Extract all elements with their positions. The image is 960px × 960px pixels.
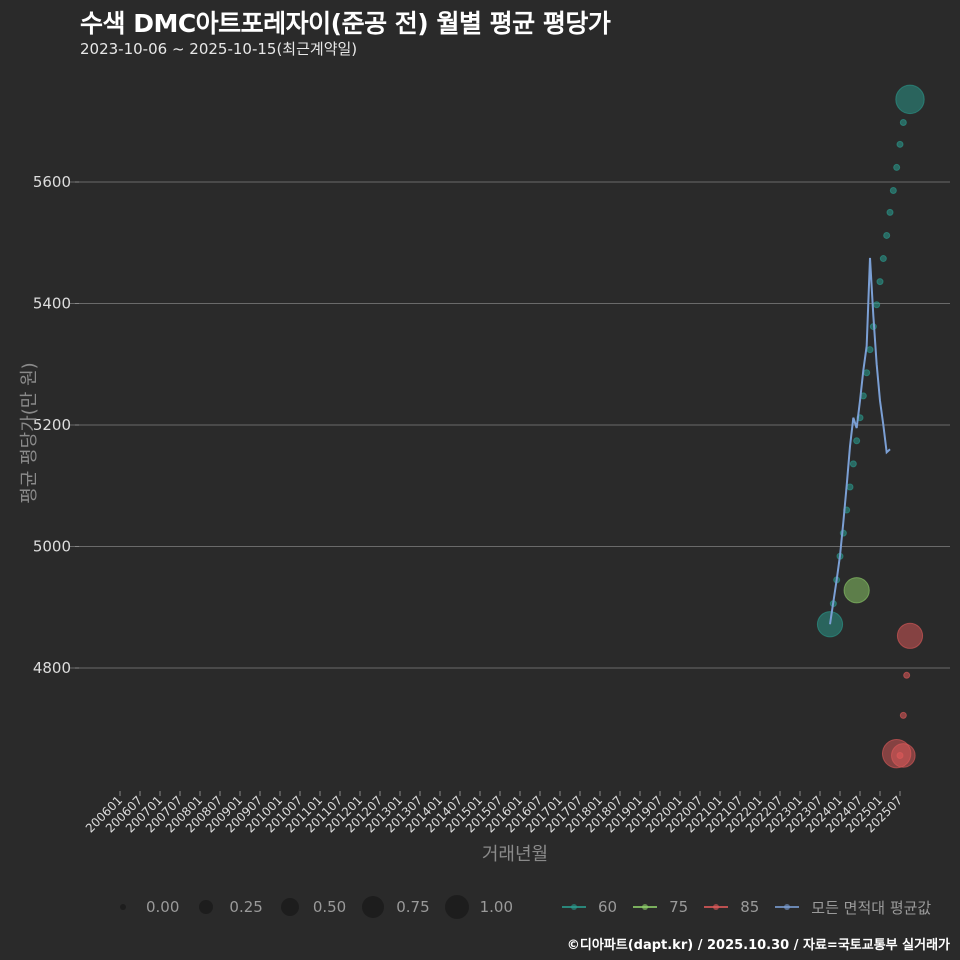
series-line-icon xyxy=(704,904,729,910)
size-legend-item: 0.50 xyxy=(275,895,358,919)
data-point xyxy=(893,163,901,171)
y-axis-label: 평균 평당가(만 원) xyxy=(19,362,40,504)
x-axis-ticks: 2006012006072007012007072008012008072009… xyxy=(83,791,905,836)
data-point xyxy=(896,751,904,759)
size-legend-label: 0.25 xyxy=(229,898,263,916)
series-legend-label: 60 xyxy=(598,898,618,916)
data-point xyxy=(866,346,874,354)
size-legend-label: 1.00 xyxy=(479,898,514,916)
y-tick-label: 5400 xyxy=(33,295,71,313)
grid-lines xyxy=(70,181,950,669)
y-tick-label: 5200 xyxy=(33,416,71,434)
chart-title: 수색 DMC아트포레자이(준공 전) 월별 평균 평당가 xyxy=(80,9,611,38)
data-point xyxy=(863,369,871,377)
size-legend: 0.00 0.25 0.50 0.75 1.00 xyxy=(108,895,525,919)
data-point xyxy=(846,483,854,491)
data-point xyxy=(895,84,925,115)
size-legend-item: 0.25 xyxy=(191,895,274,919)
series-legend: 60 75 85 모든 면적대 평균값 xyxy=(560,895,945,919)
data-point xyxy=(876,278,884,286)
data-point xyxy=(883,231,891,239)
series-legend-item: 60 xyxy=(560,895,631,919)
y-tick-label: 5000 xyxy=(33,538,71,556)
size-legend-label: 0.75 xyxy=(396,898,430,916)
size-legend-label: 0.00 xyxy=(146,898,180,916)
data-point xyxy=(879,255,887,263)
x-axis-label: 거래년월 xyxy=(481,844,549,865)
data-point xyxy=(896,622,924,649)
series-line-icon xyxy=(633,904,658,910)
data-point xyxy=(889,187,897,195)
data-point xyxy=(896,140,904,148)
data-point xyxy=(853,437,861,445)
data-point xyxy=(903,671,911,679)
y-tick-label: 4800 xyxy=(33,659,71,677)
source-caption: ©디아파트(dapt.kr) / 2025.10.30 / 자료=국토교통부 실… xyxy=(566,938,950,953)
size-legend-item: 0.00 xyxy=(108,895,191,919)
series-legend-label: 85 xyxy=(740,898,760,916)
size-circle-icon xyxy=(120,904,126,910)
series-legend-label: 75 xyxy=(669,898,689,916)
data-series xyxy=(816,84,925,769)
average-line xyxy=(829,257,891,625)
size-legend-item: 1.00 xyxy=(442,895,525,919)
y-tick-label: 5600 xyxy=(33,173,71,191)
series-legend-item: 85 xyxy=(702,895,773,919)
series-legend-item: 75 xyxy=(631,895,702,919)
series-line-icon xyxy=(775,904,800,910)
series-legend-label: 모든 면적대 평균값 xyxy=(811,898,932,917)
chart-subtitle: 2023-10-06 ~ 2025-10-15(최근계약일) xyxy=(80,40,358,58)
data-point xyxy=(886,208,894,216)
data-point xyxy=(873,301,881,309)
data-point xyxy=(899,711,907,719)
data-point xyxy=(843,577,870,604)
size-circle-icon xyxy=(280,898,299,916)
size-circle-icon xyxy=(362,896,385,918)
data-point xyxy=(849,460,857,468)
size-circle-icon xyxy=(199,900,214,914)
size-circle-icon xyxy=(444,895,469,919)
data-point xyxy=(899,118,907,126)
series-legend-item: 모든 면적대 평균값 xyxy=(773,895,945,919)
series-line-icon xyxy=(562,904,586,910)
size-legend-label: 0.50 xyxy=(312,898,347,916)
y-axis-ticks: 5600 5400 5200 5000 4800 xyxy=(33,173,79,677)
size-legend-item: 0.75 xyxy=(358,895,441,919)
